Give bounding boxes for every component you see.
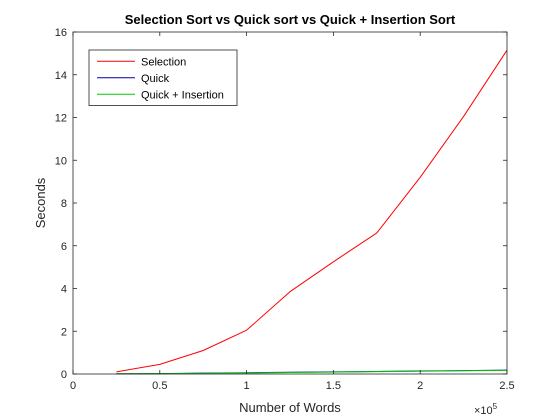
legend-label: Selection (141, 56, 186, 68)
series-line-quick-insertion (116, 369, 508, 375)
y-tick-label: 10 (55, 155, 67, 167)
y-tick-label: 6 (61, 241, 67, 253)
legend-label: Quick (141, 73, 170, 85)
x-tick-label: 2 (417, 380, 423, 392)
x-tick-label: 0.5 (152, 380, 167, 392)
x-tick-label: 1 (244, 380, 250, 392)
y-axis-label: Seconds (33, 177, 48, 228)
x-axis-label: Number of Words (239, 400, 341, 415)
x-axis-exponent-power: 5 (493, 402, 498, 411)
y-tick-label: 4 (61, 284, 67, 296)
x-tick-label: 0 (70, 380, 76, 392)
x-axis-exponent-base: ×10 (474, 405, 493, 417)
x-tick-label: 1.5 (326, 380, 341, 392)
chart-title: Selection Sort vs Quick sort vs Quick + … (125, 12, 456, 27)
y-tick-label: 0 (61, 369, 67, 381)
x-tick-label: 2.5 (499, 380, 514, 392)
y-tick-label: 2 (61, 326, 67, 338)
x-axis-exponent: ×105 (474, 402, 498, 417)
y-tick-label: 14 (55, 70, 67, 82)
legend-label: Quick + Insertion (141, 89, 224, 101)
y-tick-label: 8 (61, 198, 67, 210)
y-tick-label: 16 (55, 27, 67, 39)
series-line-selection (116, 49, 508, 373)
y-tick-label: 12 (55, 113, 67, 125)
